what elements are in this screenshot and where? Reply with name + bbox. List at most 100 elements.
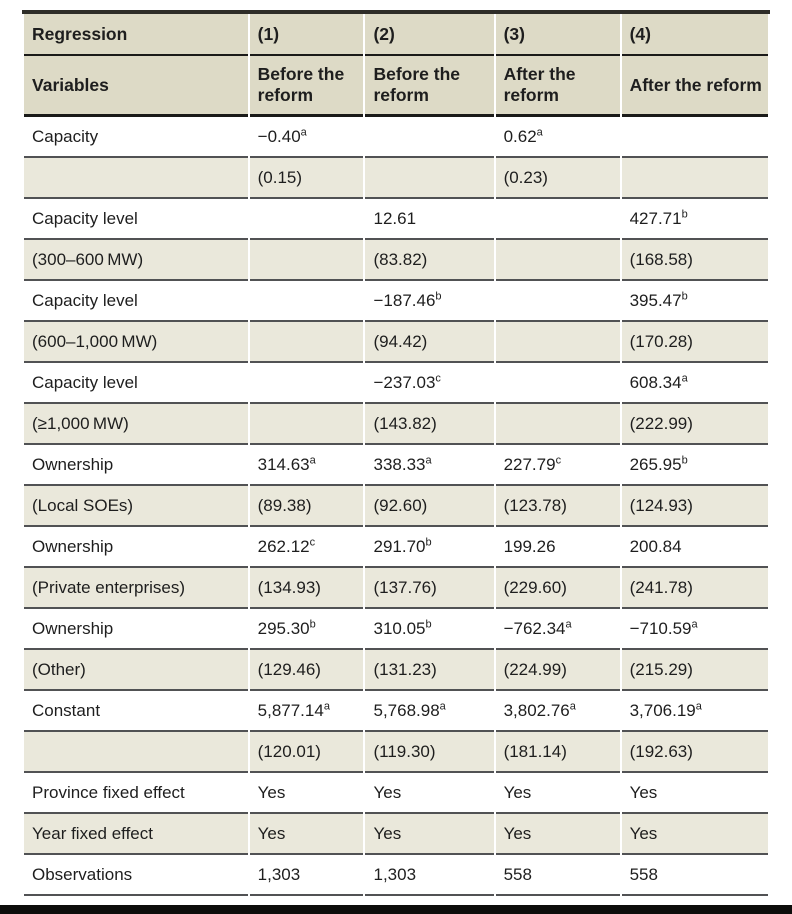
table-row: Constant 5,877.14a 5,768.98a 3,802.76a 3,706…: [24, 691, 768, 732]
table-cell: [495, 363, 620, 404]
table-cell: [495, 240, 620, 281]
table-cell: 5,768.98a: [365, 691, 494, 732]
header-col-4: (4): [621, 14, 768, 56]
row-label: (Local SOEs): [24, 486, 248, 527]
significance-superscript: a: [569, 700, 576, 713]
table-row: (0.15) (0.23): [24, 158, 768, 199]
table-cell: 558: [495, 855, 620, 896]
row-label: Ownership: [24, 527, 248, 568]
table-cell: −187.46b: [365, 281, 494, 322]
table-row: (Other) (129.46) (131.23) (224.99) (215.29): [24, 650, 768, 691]
table-row: (600–1,000 MW) (94.42) (170.28): [24, 322, 768, 363]
row-label: Constant: [24, 691, 248, 732]
header-col-3: After the reform: [495, 56, 620, 117]
table-cell: (134.93): [249, 568, 364, 609]
table-cell: [495, 404, 620, 445]
significance-superscript: a: [536, 126, 543, 139]
row-label: Year fixed effect: [24, 814, 248, 855]
table-cell: [621, 158, 768, 199]
table-cell: [495, 281, 620, 322]
table-cell: Yes: [249, 773, 364, 814]
table-row: Capacity level 12.61 427.71b: [24, 199, 768, 240]
bottom-cropped-rule: [0, 905, 792, 914]
table-cell: (129.46): [249, 650, 364, 691]
table-row: (Private enterprises) (134.93) (137.76) (22…: [24, 568, 768, 609]
table-cell: (170.28): [621, 322, 768, 363]
table-cell: 5,877.14a: [249, 691, 364, 732]
table-cell: Yes: [495, 814, 620, 855]
row-label: Ownership: [24, 609, 248, 650]
row-label: [24, 158, 248, 199]
significance-superscript: a: [309, 454, 316, 467]
table-cell: (124.93): [621, 486, 768, 527]
table-cell: (143.82): [365, 404, 494, 445]
significance-superscript: b: [309, 618, 316, 631]
table-cell: 0.62a: [495, 117, 620, 158]
table-cell: 314.63a: [249, 445, 364, 486]
significance-superscript: b: [681, 208, 688, 221]
significance-superscript: b: [681, 454, 688, 467]
table-cell: (192.63): [621, 732, 768, 773]
table-cell: −237.03c: [365, 363, 494, 404]
table-cell: (0.15): [249, 158, 364, 199]
table-cell: 3,802.76a: [495, 691, 620, 732]
table-row: (≥1,000 MW) (143.82) (222.99): [24, 404, 768, 445]
header-col-4: After the reform: [621, 56, 768, 117]
table-body: Capacity −0.40a 0.62a (0.15) (0.23) Capacity …: [24, 117, 768, 896]
table-cell: 200.84: [621, 527, 768, 568]
significance-superscript: a: [323, 700, 330, 713]
table-cell: 227.79c: [495, 445, 620, 486]
table-cell: (137.76): [365, 568, 494, 609]
significance-superscript: a: [565, 618, 572, 631]
row-label: (Private enterprises): [24, 568, 248, 609]
table-cell: [495, 322, 620, 363]
header-col-1: (1): [249, 14, 364, 56]
table-cell: 338.33a: [365, 445, 494, 486]
table-row: Capacity level −187.46b 395.47b: [24, 281, 768, 322]
table-header: Regression (1) (2) (3) (4) Variables Before…: [24, 14, 768, 117]
row-label: (≥1,000 MW): [24, 404, 248, 445]
table-cell: 291.70b: [365, 527, 494, 568]
significance-superscript: c: [555, 454, 562, 467]
table-row: Ownership 314.63a 338.33a 227.79c 265.95b: [24, 445, 768, 486]
table-cell: (120.01): [249, 732, 364, 773]
table-row: Ownership 262.12c 291.70b 199.26 200.84: [24, 527, 768, 568]
table-cell: (168.58): [621, 240, 768, 281]
table-cell: [249, 404, 364, 445]
table-cell: (0.23): [495, 158, 620, 199]
table-cell: [249, 281, 364, 322]
row-label: (Other): [24, 650, 248, 691]
table-row: Capacity level −237.03c 608.34a: [24, 363, 768, 404]
significance-superscript: a: [425, 454, 432, 467]
table-row: (300–600 MW) (83.82) (168.58): [24, 240, 768, 281]
significance-superscript: b: [425, 536, 432, 549]
table-cell: 310.05b: [365, 609, 494, 650]
table-cell: (83.82): [365, 240, 494, 281]
table-cell: [365, 117, 494, 158]
header-regression-label: Regression: [24, 14, 248, 56]
table-cell: 1,303: [249, 855, 364, 896]
table-cell: 199.26: [495, 527, 620, 568]
regression-table-container: Regression (1) (2) (3) (4) Variables Before…: [22, 10, 770, 896]
table-cell: Yes: [621, 773, 768, 814]
table-cell: (181.14): [495, 732, 620, 773]
row-label: Capacity: [24, 117, 248, 158]
table-cell: (92.60): [365, 486, 494, 527]
header-row-variables: Variables Before the reform Before the re…: [24, 56, 768, 117]
row-label: [24, 732, 248, 773]
significance-superscript: a: [300, 126, 307, 139]
significance-superscript: a: [681, 372, 688, 385]
table-cell: [249, 322, 364, 363]
table-cell: Yes: [249, 814, 364, 855]
row-label: Capacity level: [24, 281, 248, 322]
table-cell: 608.34a: [621, 363, 768, 404]
header-variables-label: Variables: [24, 56, 248, 117]
significance-superscript: c: [435, 372, 441, 385]
header-col-1: Before the reform: [249, 56, 364, 117]
table-cell: 427.71b: [621, 199, 768, 240]
table-cell: −710.59a: [621, 609, 768, 650]
significance-superscript: a: [439, 700, 446, 713]
table-cell: [249, 363, 364, 404]
table-cell: Yes: [621, 814, 768, 855]
